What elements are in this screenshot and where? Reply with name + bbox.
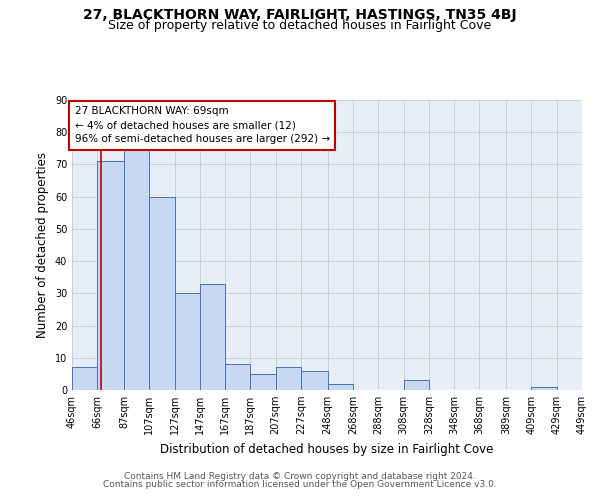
- Text: 27 BLACKTHORN WAY: 69sqm
← 4% of detached houses are smaller (12)
96% of semi-de: 27 BLACKTHORN WAY: 69sqm ← 4% of detache…: [74, 106, 329, 144]
- Bar: [582, 384, 600, 390]
- Y-axis label: Number of detached properties: Number of detached properties: [36, 152, 49, 338]
- Bar: [404, 380, 429, 390]
- Text: Contains public sector information licensed under the Open Government Licence v3: Contains public sector information licen…: [103, 480, 497, 489]
- Bar: [225, 364, 250, 390]
- Text: Distribution of detached houses by size in Fairlight Cove: Distribution of detached houses by size …: [160, 442, 494, 456]
- Bar: [532, 387, 557, 390]
- Bar: [250, 374, 276, 390]
- Bar: [149, 196, 175, 390]
- Text: Contains HM Land Registry data © Crown copyright and database right 2024.: Contains HM Land Registry data © Crown c…: [124, 472, 476, 481]
- Bar: [124, 148, 149, 390]
- Text: Size of property relative to detached houses in Fairlight Cove: Size of property relative to detached ho…: [109, 19, 491, 32]
- Bar: [97, 161, 124, 390]
- Text: 27, BLACKTHORN WAY, FAIRLIGHT, HASTINGS, TN35 4BJ: 27, BLACKTHORN WAY, FAIRLIGHT, HASTINGS,…: [83, 8, 517, 22]
- Bar: [328, 384, 353, 390]
- Bar: [301, 370, 328, 390]
- Bar: [175, 294, 200, 390]
- Bar: [276, 368, 301, 390]
- Bar: [72, 368, 97, 390]
- Bar: [200, 284, 225, 390]
